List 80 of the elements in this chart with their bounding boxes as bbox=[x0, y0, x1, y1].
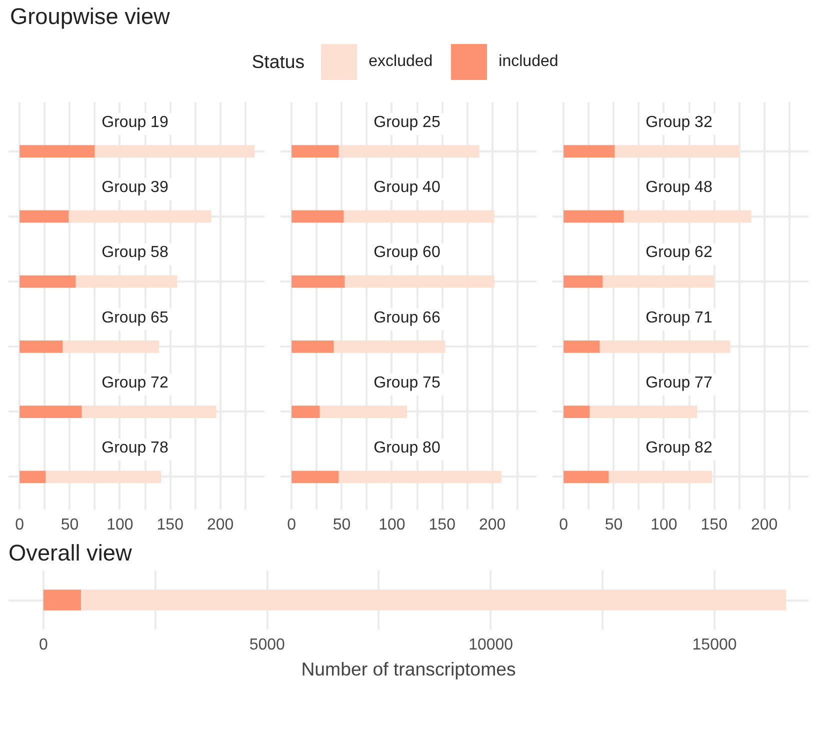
bar bbox=[292, 406, 320, 418]
x-tick-label: 150 bbox=[700, 516, 728, 534]
bar bbox=[338, 470, 502, 484]
bar bbox=[68, 210, 212, 223]
legend-label: excluded bbox=[368, 52, 433, 72]
y-tick-label: Group 60 bbox=[374, 244, 440, 262]
y-tick-label: Group 40 bbox=[374, 179, 440, 196]
x-tick-label: 50 bbox=[60, 516, 79, 534]
bar bbox=[82, 406, 216, 418]
y-tick-label: Group 48 bbox=[646, 179, 712, 196]
y-tick-label: Group 32 bbox=[646, 114, 712, 131]
y-tick-label: Group 66 bbox=[374, 309, 440, 326]
bar bbox=[292, 145, 339, 158]
bar bbox=[608, 470, 712, 484]
x-tick-label: 5000 bbox=[249, 636, 286, 654]
x-tick-label: 150 bbox=[428, 516, 456, 534]
y-tick-label: Group 77 bbox=[646, 374, 712, 392]
x-tick-label: 15000 bbox=[692, 636, 737, 654]
bar bbox=[20, 145, 95, 158]
x-tick-label: 200 bbox=[478, 516, 506, 534]
bar bbox=[614, 145, 740, 158]
y-tick-label: Group 82 bbox=[646, 440, 712, 457]
y-tick-label: Group 19 bbox=[102, 114, 168, 131]
y-tick-label: Group 75 bbox=[374, 374, 440, 392]
x-tick-label: 100 bbox=[650, 516, 678, 534]
bar bbox=[564, 340, 600, 353]
x-tick-label: 50 bbox=[604, 516, 623, 534]
bar bbox=[344, 210, 494, 223]
chart-title: Overall view bbox=[8, 540, 133, 566]
x-tick-label: 0 bbox=[15, 516, 24, 534]
bar bbox=[624, 210, 752, 223]
bar bbox=[292, 210, 344, 223]
x-tick-label: 50 bbox=[332, 516, 351, 534]
x-tick-label: 0 bbox=[38, 636, 48, 654]
bar bbox=[320, 406, 407, 418]
y-tick-label: Group 72 bbox=[102, 374, 168, 392]
y-tick-label: Group 39 bbox=[102, 179, 168, 196]
bar bbox=[564, 275, 603, 288]
x-tick-label: 10000 bbox=[468, 636, 514, 654]
bar bbox=[20, 470, 46, 484]
text: Groupwise view bbox=[10, 2, 171, 31]
x-tick-label: 200 bbox=[750, 516, 778, 534]
x-tick-label: 100 bbox=[378, 516, 406, 534]
bar bbox=[590, 406, 698, 418]
bar bbox=[94, 145, 254, 158]
legend: Status excluded included bbox=[0, 44, 816, 80]
x-tick-label: 200 bbox=[206, 516, 234, 534]
x-tick-label: 150 bbox=[156, 516, 184, 534]
y-tick-label: Group 65 bbox=[102, 309, 168, 326]
bar bbox=[292, 340, 334, 353]
bar bbox=[20, 406, 82, 418]
y-tick-label: Group 80 bbox=[374, 440, 440, 457]
legend-title: Status bbox=[252, 50, 305, 74]
y-tick-label: Group 58 bbox=[102, 244, 168, 262]
bar bbox=[564, 470, 609, 484]
bar bbox=[62, 340, 160, 353]
y-tick-label: Group 25 bbox=[374, 114, 440, 131]
bar bbox=[292, 470, 339, 484]
bar bbox=[602, 275, 714, 288]
y-tick-label: Group 71 bbox=[646, 309, 712, 326]
bar bbox=[334, 340, 446, 353]
bar bbox=[76, 275, 178, 288]
bar bbox=[46, 470, 162, 484]
x-tick-label: 0 bbox=[559, 516, 568, 534]
bar bbox=[20, 340, 63, 353]
bar bbox=[20, 275, 76, 288]
bar bbox=[344, 275, 494, 288]
x-axis-title: Number of transcriptomes bbox=[301, 658, 516, 680]
y-tick-label: Group 78 bbox=[102, 440, 168, 457]
bar bbox=[20, 210, 69, 223]
bar bbox=[338, 145, 480, 158]
x-tick-label: 100 bbox=[106, 516, 134, 534]
bar bbox=[564, 406, 590, 418]
bar bbox=[564, 210, 624, 223]
bar bbox=[564, 145, 615, 158]
y-tick-label: Group 62 bbox=[646, 244, 712, 262]
bar bbox=[600, 340, 730, 353]
legend-label: included bbox=[498, 52, 558, 72]
x-tick-label: 0 bbox=[287, 516, 296, 534]
bar bbox=[292, 275, 345, 288]
